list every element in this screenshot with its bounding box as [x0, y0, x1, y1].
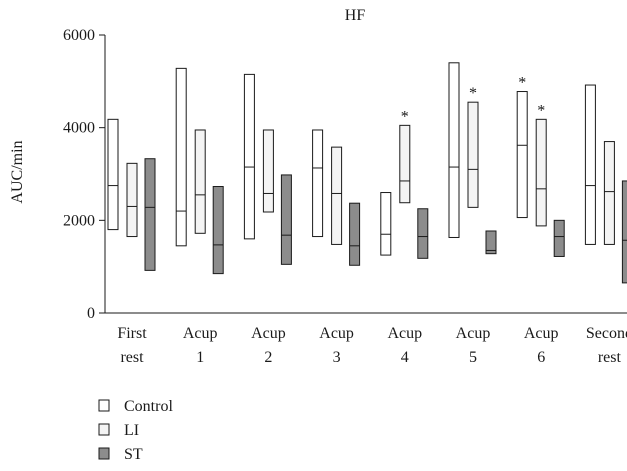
legend-label: ST	[124, 446, 143, 463]
box-st-3	[280, 174, 292, 265]
significance-asterisk: *	[518, 75, 526, 92]
box-body	[467, 101, 479, 208]
box-body	[194, 129, 206, 234]
legend-label: LI	[124, 422, 139, 439]
legend-label: Control	[124, 398, 173, 415]
legend-swatch	[98, 447, 110, 460]
box-body	[603, 141, 615, 245]
box-li-3	[262, 129, 274, 213]
significance-asterisk: *	[537, 102, 545, 119]
significance-asterisk: *	[401, 108, 409, 125]
box-body	[144, 158, 156, 271]
x-tick-label: Acup 6	[524, 325, 559, 366]
box-control-6	[448, 62, 460, 238]
box-body	[485, 230, 497, 255]
box-st-4	[349, 202, 361, 266]
box-control-3	[243, 73, 255, 240]
box-body	[349, 202, 361, 266]
box-control-2	[175, 67, 187, 247]
box-control-8	[584, 84, 596, 245]
box-li-5	[399, 124, 411, 204]
box-control-7	[516, 91, 528, 219]
box-body	[126, 162, 138, 238]
x-tick-label: Acup 1	[183, 325, 218, 366]
box-body	[417, 208, 429, 259]
box-body	[448, 62, 460, 238]
box-li-7	[535, 118, 547, 227]
box-st-7	[553, 219, 565, 257]
box-body	[262, 129, 274, 213]
box-li-2	[194, 129, 206, 234]
legend-item-li: LI	[98, 422, 139, 439]
box-body	[553, 219, 565, 257]
box-body	[175, 67, 187, 247]
box-control-5	[380, 192, 392, 256]
y-tick-label: 0	[87, 305, 95, 322]
x-tick-label: Secondrest	[586, 325, 627, 366]
legend-item-control: Control	[98, 398, 173, 415]
significance-asterisk: *	[469, 85, 477, 102]
box-st-6	[485, 230, 497, 255]
box-body	[535, 118, 547, 227]
significance-markers: * * * *	[401, 75, 545, 126]
x-tick-label: Acup 2	[251, 325, 286, 366]
box-body	[399, 124, 411, 204]
x-tick-label: First rest	[117, 325, 147, 366]
y-tick-label: 4000	[63, 120, 95, 137]
box-body	[243, 73, 255, 240]
box-body	[380, 192, 392, 256]
box-body	[621, 180, 627, 284]
legend-swatch	[98, 399, 110, 412]
box-st-5	[417, 208, 429, 259]
box-st-2	[212, 186, 224, 275]
box-li-6	[467, 101, 479, 208]
y-tick-label: 2000	[63, 212, 95, 229]
x-tick-label: Acup 3	[319, 325, 354, 366]
y-axis-ticks: 0 2000 4000 6000	[63, 27, 105, 322]
box-body	[584, 84, 596, 245]
x-tick-label: Acup 4	[387, 325, 422, 366]
legend: Control LI ST	[98, 398, 173, 463]
x-axis-labels: First rest Acup 1 Acup 2 Acup 3 Acup 4 Acup 5 Acup 6 S…	[117, 325, 627, 366]
legend-item-st: ST	[98, 446, 143, 463]
box-control-4	[312, 129, 324, 238]
box-st-8	[621, 180, 627, 284]
box-body	[331, 146, 343, 245]
chart-title: HF	[345, 7, 366, 24]
y-axis-label: AUC/min	[9, 140, 26, 203]
legend-swatch	[98, 423, 110, 436]
box-body	[312, 129, 324, 238]
box-li-8	[603, 141, 615, 245]
box-li-4	[331, 146, 343, 245]
box-li-1	[126, 162, 138, 238]
axes	[104, 35, 627, 314]
box-marks	[107, 62, 627, 284]
box-body	[516, 91, 528, 219]
box-body	[107, 118, 119, 231]
box-st-1	[144, 158, 156, 271]
box-body	[280, 174, 292, 265]
y-tick-label: 6000	[63, 27, 95, 44]
box-body	[212, 186, 224, 275]
x-tick-label: Acup 5	[456, 325, 491, 366]
box-control-1	[107, 118, 119, 231]
